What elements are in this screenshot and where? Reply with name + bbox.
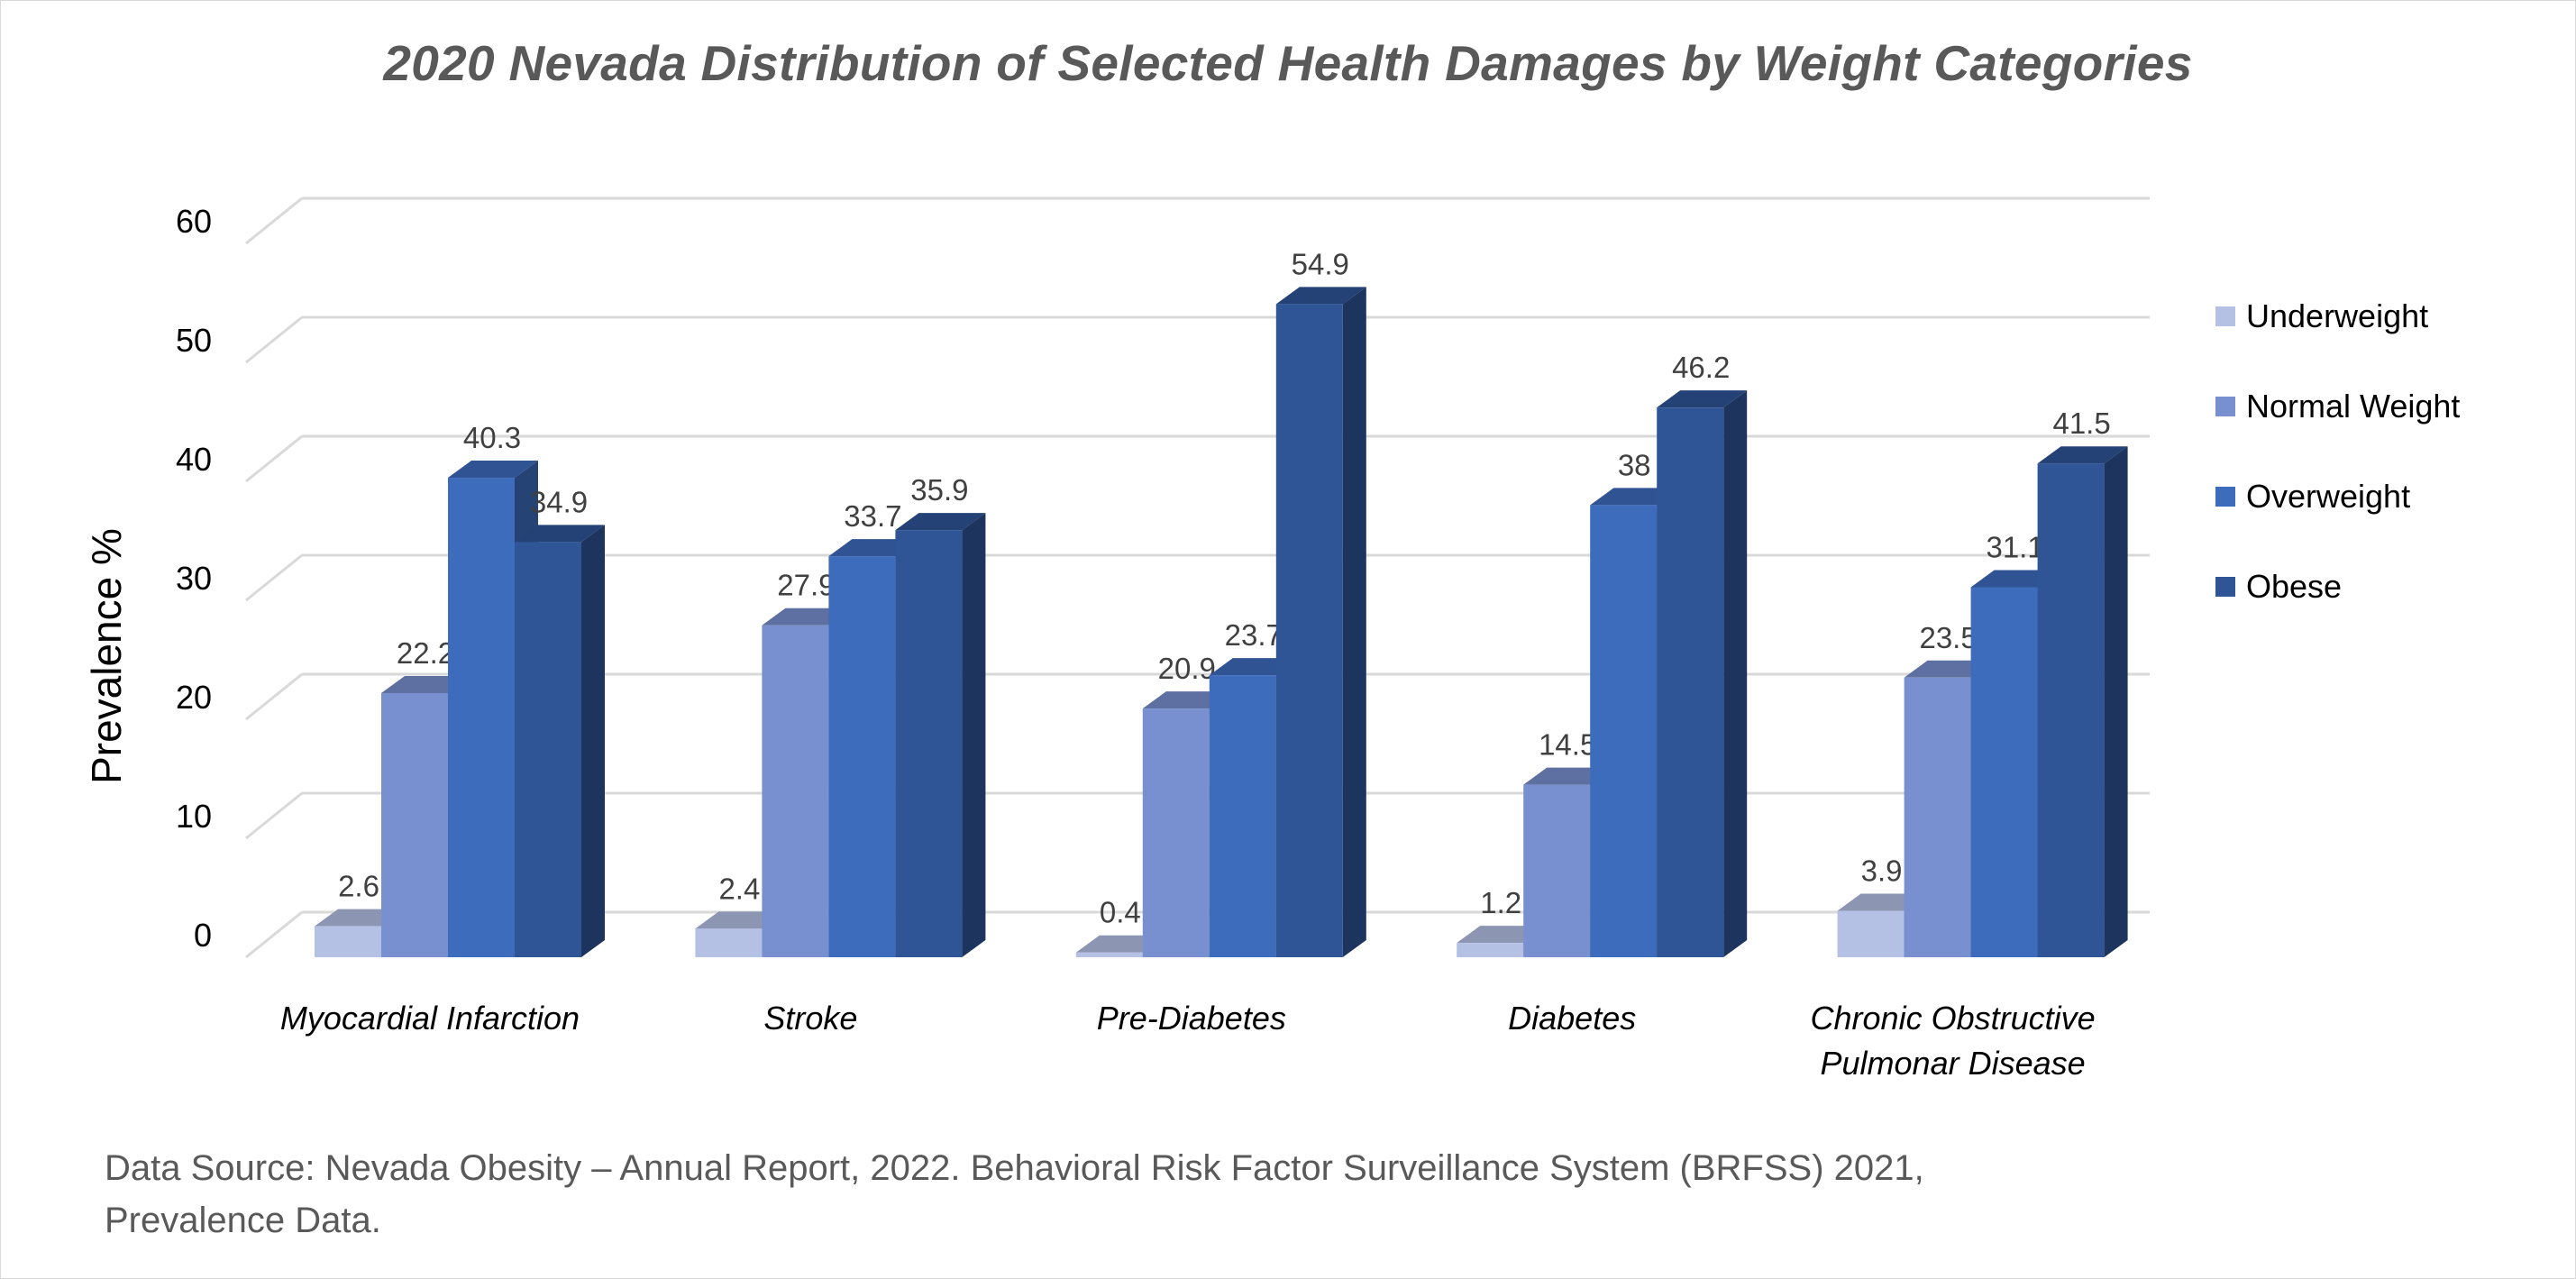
- bar: [1837, 910, 1905, 957]
- source-note: Data Source: Nevada Obesity – Annual Rep…: [105, 1142, 2178, 1247]
- bar-side: [1342, 287, 1366, 957]
- gridline-depth: [245, 791, 303, 840]
- bar: [2037, 463, 2105, 957]
- bar: [1075, 952, 1143, 957]
- legend-item: Overweight: [2215, 478, 2410, 516]
- bar: [1904, 677, 1971, 957]
- y-tick-label: 30: [176, 560, 212, 597]
- legend-item: Obese: [2215, 568, 2342, 606]
- legend-label: Overweight: [2246, 478, 2411, 515]
- bar: [515, 542, 581, 957]
- bar: [695, 928, 763, 957]
- data-label: 31.1: [1986, 530, 2043, 563]
- y-tick-label: 10: [176, 798, 212, 835]
- legend-label: Obese: [2246, 568, 2343, 605]
- bar: [1657, 407, 1724, 957]
- chart-title: 2020 Nevada Distribution of Selected Hea…: [383, 35, 2193, 91]
- bar-side: [2104, 446, 2128, 957]
- y-tick-label: 20: [176, 679, 212, 716]
- bar-top: [1657, 390, 1748, 408]
- data-label: 46.2: [1672, 351, 1730, 384]
- x-tick-label: Stroke: [763, 1000, 857, 1037]
- bar: [1970, 587, 2038, 957]
- legend-item: Normal Weight: [2215, 388, 2460, 425]
- gridline-depth: [245, 196, 303, 245]
- data-label: 23.7: [1225, 618, 1283, 652]
- data-label: 3.9: [1861, 854, 1903, 888]
- bar-top: [895, 513, 986, 531]
- legend-swatch: [2215, 487, 2235, 507]
- bar: [1209, 675, 1276, 957]
- data-label: 0.4: [1100, 896, 1141, 929]
- bar-top: [448, 461, 538, 479]
- data-label: 54.9: [1292, 247, 1349, 280]
- y-tick-label: 0: [194, 917, 212, 954]
- data-label: 2.6: [338, 870, 379, 903]
- gridline-depth: [245, 553, 303, 602]
- data-label: 27.9: [777, 569, 835, 602]
- bar-side: [962, 513, 986, 957]
- x-tick-label: Chronic Obstructive: [1811, 1000, 2096, 1037]
- bar-side: [581, 525, 605, 957]
- bar: [1590, 505, 1658, 957]
- bar-top: [2037, 446, 2128, 464]
- y-tick-label: 50: [176, 322, 212, 359]
- gridline-depth: [245, 910, 303, 959]
- data-label: 41.5: [2052, 407, 2110, 440]
- bar: [1523, 784, 1591, 957]
- bar-top: [515, 525, 605, 543]
- data-label: 38: [1618, 448, 1651, 481]
- data-label: 22.2: [397, 636, 454, 670]
- gridline-depth: [245, 672, 303, 721]
- x-tick-label: Pre-Diabetes: [1097, 1000, 1286, 1037]
- bar: [1142, 708, 1210, 957]
- bar-top: [1275, 287, 1366, 305]
- bar: [448, 478, 515, 957]
- legend-swatch: [2215, 397, 2235, 416]
- legend-swatch: [2215, 306, 2235, 326]
- bar: [1275, 304, 1343, 957]
- source-note-line-1: Data Source: Nevada Obesity – Annual Rep…: [105, 1148, 1924, 1188]
- data-label: 34.9: [530, 485, 588, 518]
- x-tick-label: Pulmonar Disease: [1821, 1045, 2086, 1082]
- y-tick-label: 40: [176, 441, 212, 478]
- data-label: 2.4: [718, 872, 760, 905]
- bar: [315, 926, 381, 957]
- data-label: 23.5: [1919, 621, 1977, 654]
- legend-item: Underweight: [2215, 297, 2428, 335]
- legend-label: Underweight: [2246, 297, 2429, 334]
- data-label: 1.2: [1480, 886, 1521, 919]
- x-tick-label: Diabetes: [1508, 1000, 1636, 1037]
- source-note-line-2: Prevalence Data.: [105, 1201, 381, 1240]
- bar-chart-plot: 0 10 20 30 40 50 60 2.6 22.2 40.3 34.9 Myocardial I…: [176, 196, 2150, 1082]
- gridline-depth: [245, 434, 303, 483]
- data-label: 40.3: [463, 421, 521, 454]
- bar: [1457, 943, 1524, 957]
- data-label: 14.5: [1539, 728, 1596, 762]
- data-label: 20.9: [1158, 652, 1216, 685]
- bar: [895, 530, 963, 957]
- gridline-depth: [245, 315, 303, 364]
- y-tick-label: 60: [176, 203, 212, 240]
- x-tick-label: Myocardial Infarction: [280, 1000, 580, 1037]
- bar: [381, 692, 448, 957]
- bar: [762, 625, 829, 957]
- bar-side: [1723, 390, 1748, 957]
- legend-swatch: [2215, 577, 2235, 597]
- data-label: 35.9: [910, 473, 968, 507]
- bar: [828, 556, 896, 957]
- legend-label: Normal Weight: [2246, 388, 2461, 425]
- data-label: 33.7: [844, 499, 901, 533]
